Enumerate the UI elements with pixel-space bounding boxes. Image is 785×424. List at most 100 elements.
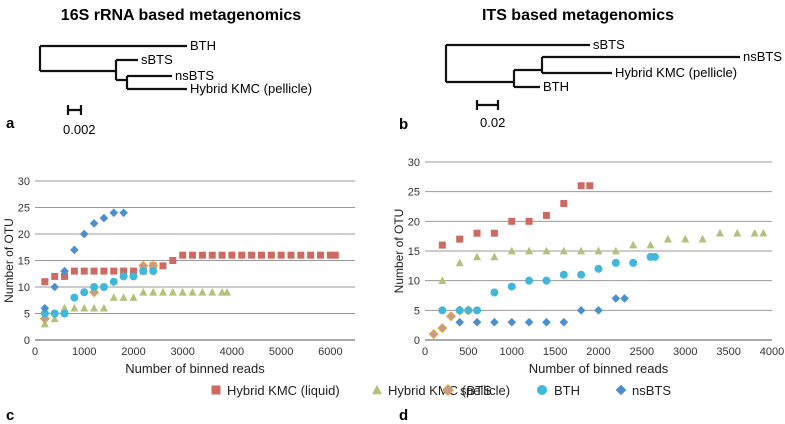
panel-a-title: 16S rRNA based metagenomics [61,7,301,24]
data-point [490,229,498,237]
x-tick-label: 3000 [673,346,697,358]
data-point [238,251,246,259]
x-tick-label: 2000 [121,346,145,358]
data-point [750,228,759,237]
taxon-label: sBTS [593,37,625,52]
data-point [307,251,315,259]
y-tick-label: 10 [408,276,420,288]
data-point [611,258,620,267]
tree-16s-node1 [114,58,138,82]
data-point [576,306,586,315]
data-point [611,246,620,255]
x-tick-label: 3500 [716,346,740,358]
data-point [70,267,78,275]
data-point [490,288,499,297]
y-tick-label: 30 [408,157,420,169]
x-tick-label: 500 [459,346,477,358]
x-tick-label: 4000 [760,346,784,358]
y-axis-label: Number of OTU [2,218,16,303]
data-point [99,303,108,312]
y-tick-label: 20 [408,216,420,228]
data-point [473,229,481,237]
data-point [331,251,339,259]
data-point [464,306,473,315]
data-point [99,283,108,291]
data-point [99,213,109,223]
y-tick-label: 10 [18,282,30,294]
data-point [50,314,59,323]
x-tick-label: 1000 [500,346,524,358]
scale-bar-label: 0.02 [480,115,505,130]
data-point [446,311,457,322]
data-point [525,246,534,255]
y-tick-label: 5 [24,309,30,321]
data-point [438,241,446,249]
data-point [51,272,59,280]
taxon-label: BTH [543,79,569,94]
x-tick-label: 1000 [72,346,96,358]
scale-bar [475,100,500,110]
data-point [594,306,603,315]
data-point [733,228,742,237]
y-axis-label: Number of OTU [392,209,406,294]
data-point [698,234,707,243]
legend-marker [537,385,547,395]
taxon-label: nsBTS [743,49,782,64]
data-point [586,182,594,190]
y-tick-label: 25 [408,187,420,199]
tree-16s [38,44,187,91]
data-point [455,317,464,327]
data-point [455,258,464,267]
data-point [267,251,275,259]
data-point [139,287,148,296]
x-tick-label: 4000 [220,346,244,358]
data-point [542,246,551,255]
x-tick-label: 6000 [318,346,342,358]
data-point [577,270,586,279]
panel-letter: b [399,116,408,133]
data-point [70,245,79,255]
data-point [524,317,534,327]
data-point [650,252,659,261]
y-tick-label: 5 [414,305,420,317]
data-point [438,306,447,315]
legend-item: sBTS [441,383,492,398]
legend-item: BTH [537,383,580,398]
data-point [129,267,137,275]
data-point [437,323,448,334]
legend-marker [615,384,627,396]
data-point [119,208,128,218]
data-point [297,251,305,259]
data-point [90,303,99,312]
taxon-label: Hybrid KMC (pellicle) [615,65,737,80]
data-point [89,219,99,228]
data-point [109,293,118,301]
data-point [189,251,197,259]
data-point [629,258,638,267]
data-point [646,240,655,249]
data-point [759,228,768,237]
data-point [490,317,499,327]
data-point [507,282,516,291]
y-tick-label: 20 [18,229,30,241]
data-point [277,251,285,259]
data-point [90,267,98,275]
data-point [715,228,724,237]
x-axis-label: Number of binned reads [125,361,265,376]
data-point [198,251,206,259]
data-point [79,229,89,239]
series-bth [40,267,158,318]
data-point [218,251,226,259]
data-point [61,272,69,280]
legend-label: sBTS [460,383,492,398]
data-point [472,317,482,327]
x-tick-label: 3000 [170,346,194,358]
data-point [198,287,207,296]
data-point [41,278,49,286]
data-point [80,288,89,297]
data-point [559,317,569,327]
taxon-label: nsBTS [175,68,214,83]
data-point [438,276,447,284]
y-tick-label: 0 [414,335,420,347]
y-tick-label: 0 [24,335,30,347]
